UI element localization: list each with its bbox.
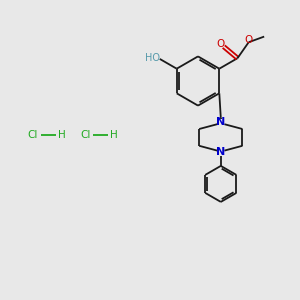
Text: Cl: Cl	[80, 130, 91, 140]
Text: O: O	[245, 35, 253, 45]
Text: N: N	[216, 117, 225, 128]
Text: H: H	[110, 130, 118, 140]
Text: Cl: Cl	[28, 130, 38, 140]
Text: H: H	[58, 130, 65, 140]
Text: N: N	[216, 147, 225, 158]
Text: HO: HO	[145, 53, 160, 63]
Text: O: O	[217, 39, 225, 49]
